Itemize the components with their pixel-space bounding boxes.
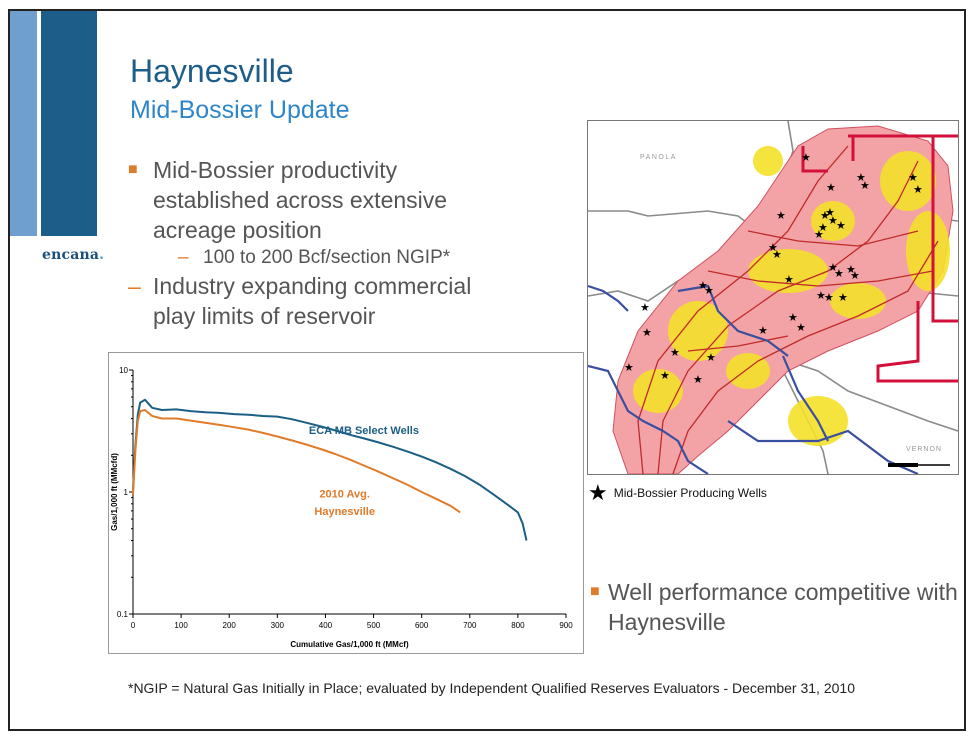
slide-subtitle: Mid-Bossier Update [130,96,350,124]
svg-text:★: ★ [834,267,844,280]
svg-text:★: ★ [698,279,708,292]
well-stars: ★★★ ★★★ ★★★ ★★★ ★★ ★ ★★★ ★★★ ★★★ ★★★ ★ ★★ … [624,151,923,386]
map-label-panola: PANOLA [640,154,677,161]
bullet-item-performance: ■ Well performance competitive with Hayn… [590,577,968,637]
svg-text:★: ★ [776,209,786,222]
svg-text:★: ★ [818,221,828,234]
x-tick-label: 900 [559,621,573,630]
svg-text:★: ★ [758,324,768,337]
dash-bullet-icon: – [128,273,141,299]
svg-text:★: ★ [836,219,846,232]
decline-curve-chart: 0.1 1 10 0 100 200 300 400 500 600 700 800 900 Cumula… [108,352,584,654]
series-line-eca-mb [132,398,528,541]
legend-text: Mid-Bossier Producing Wells [613,486,767,500]
accent-bar-dark [41,11,97,236]
svg-text:★: ★ [828,261,838,274]
svg-text:★: ★ [826,181,836,194]
y-axis-label: Gas/1,000 ft (MMcfd) [110,453,119,531]
svg-text:★: ★ [693,373,703,386]
y-tick-label: 0.1 [117,610,129,619]
svg-text:★: ★ [825,206,835,219]
square-bullet-icon: ■ [128,161,138,178]
svg-text:★: ★ [856,171,866,184]
encana-logo: encana. [42,247,104,263]
svg-text:★: ★ [828,214,838,227]
sub-bullet-text: 100 to 200 Bcf/section NGIP* [203,247,451,268]
svg-text:★: ★ [796,321,806,334]
map-legend: ★ Mid-Bossier Producing Wells [588,480,767,505]
bullet-item-industry: – Industry expanding commercial play limi… [128,271,518,331]
accent-bar-light [10,11,37,236]
x-tick-label: 0 [131,621,136,630]
bullet-text: Industry expanding commercial play limit… [153,273,472,329]
svg-text:★: ★ [816,289,826,302]
svg-text:★: ★ [820,209,830,222]
svg-text:★: ★ [640,301,650,314]
x-tick-label: 500 [367,621,381,630]
x-tick-label: 300 [271,621,285,630]
x-tick-label: 600 [415,621,429,630]
svg-text:★: ★ [704,284,714,297]
series-line-haynesville [132,409,461,514]
svg-text:★: ★ [814,228,824,241]
svg-text:★: ★ [860,179,870,192]
chart-border [108,352,584,654]
bullet-item-productivity: ■ Mid-Bossier productivity established ac… [128,155,518,245]
svg-text:★: ★ [784,273,794,286]
svg-text:★: ★ [624,361,634,374]
sub-bullet-item-ngip: –100 to 200 Bcf/section NGIP* [128,245,518,271]
svg-text:★: ★ [824,291,834,304]
svg-text:★: ★ [660,369,670,382]
bullet-list: ■ Mid-Bossier productivity established ac… [128,155,518,331]
svg-text:★: ★ [772,248,782,261]
bullet-text: Well performance competitive with Haynes… [608,579,958,635]
footnote: *NGIP = Natural Gas Initially in Place; … [128,680,855,696]
x-tick-label: 100 [174,621,188,630]
slide-title: Haynesville [130,53,294,89]
logo-dot-icon: . [99,247,105,263]
series-annotation: 2010 Avg. [319,489,370,501]
svg-text:★: ★ [768,241,778,254]
map-label-vernon: VERNON [906,446,942,453]
x-tick-label: 200 [223,621,237,630]
x-tick-label: 700 [463,621,477,630]
play-map: PANOLA VERNON ★ ★ ★ ★ ★ ★ ★ ★ ★ ★ ★ ★ ★ ★ ★ ★ ★ ★ ★ ★… [587,120,959,475]
svg-text:★: ★ [908,171,918,184]
svg-text:★: ★ [846,263,856,276]
x-tick-label: 800 [511,621,525,630]
svg-text:★: ★ [838,291,848,304]
svg-text:★: ★ [801,151,811,164]
x-axis-label: Cumulative Gas/1,000 ft (MMcf) [290,640,409,649]
svg-text:★: ★ [913,183,923,196]
svg-text:★: ★ [706,351,716,364]
svg-text:★: ★ [642,326,652,339]
x-tick-label: 400 [319,621,333,630]
svg-text:★: ★ [850,269,860,282]
star-icon: ★ [588,480,608,505]
series-annotation: Haynesville [314,506,375,518]
y-tick-label: 1 [124,488,129,497]
svg-text:★: ★ [670,346,680,359]
map-svg: PANOLA VERNON ★★★ ★★★ ★★★ ★★★ ★★ ★ ★★★ ★★… [588,121,958,474]
series-annotation: ECA MB Select Wells [309,425,419,437]
square-bullet-icon: ■ [590,583,600,600]
dash-bullet-icon: – [178,247,189,268]
logo-text: encana [42,247,100,263]
y-tick-label: 10 [119,366,128,375]
svg-text:★: ★ [788,311,798,324]
bullet-text: Mid-Bossier productivity established acr… [153,157,448,243]
